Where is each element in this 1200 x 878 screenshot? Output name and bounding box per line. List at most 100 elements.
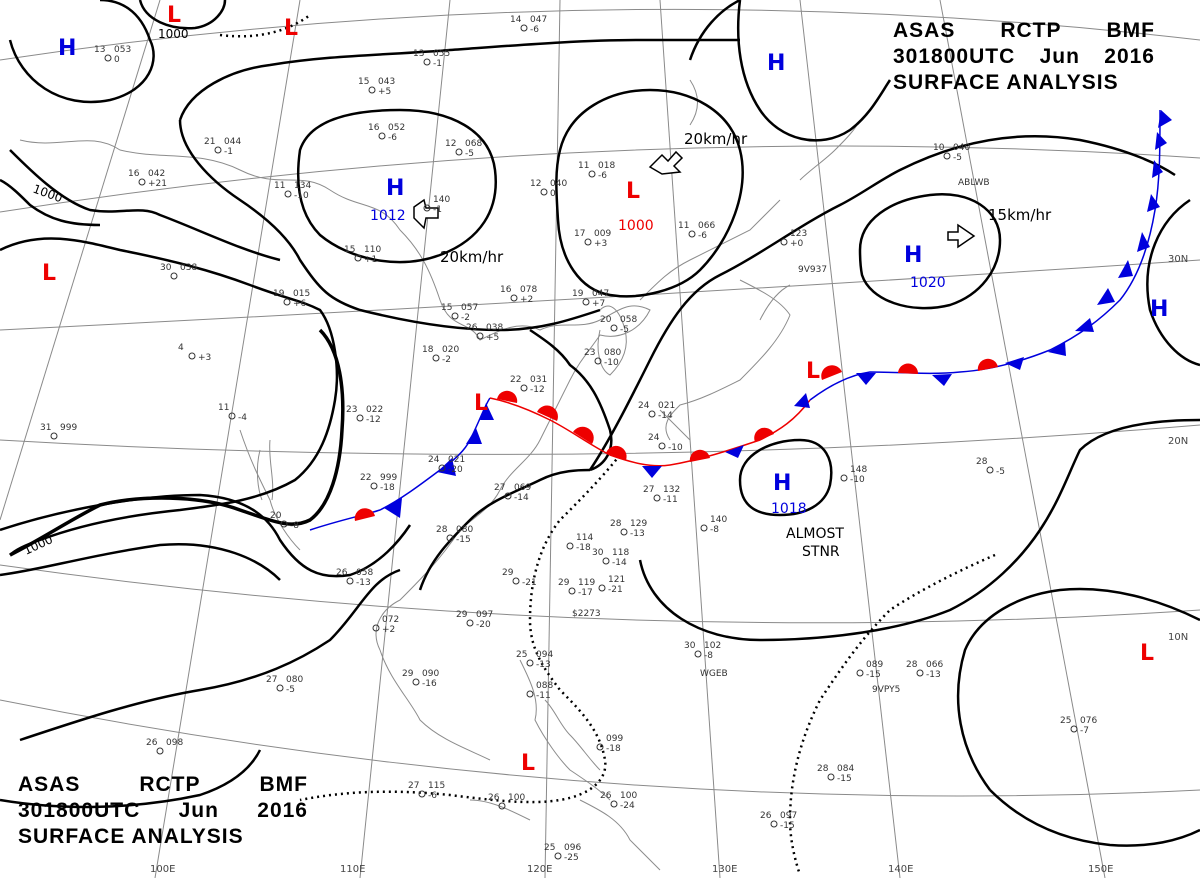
station-bot-value: 132 [663,485,680,495]
station-circle [610,324,618,332]
station-bot-value: 148 [850,465,867,475]
station-top-value: 24 [648,433,660,443]
station-plot: 26 058-13 [336,568,373,588]
station-bot-value: 018 [598,161,615,171]
station-top-value: 26 [760,811,772,821]
station-bot-value: 099 [606,734,623,744]
station-circle [455,148,463,156]
station-circle [610,800,618,808]
station-bot-value: 053 [114,45,131,55]
station-circle [916,669,924,677]
station-low-value: -2 [461,313,470,323]
low-center-value: 1000 [618,218,654,234]
station-bot-value: 080 [286,675,303,685]
station-plot: 30 102-8 [684,641,721,661]
coastlines [19,79,861,871]
station-circle [520,384,528,392]
station-low-value: -18 [380,483,395,493]
station-circle [540,188,548,196]
station-plot: 26 098 [146,738,183,755]
high-center: H [1150,297,1168,322]
station-low-value: +2 [382,625,395,635]
station-circle [780,238,788,246]
station-low-value: -12 [366,415,381,425]
header-year: 2016 [1104,45,1155,68]
station-circle [648,410,656,418]
station-low-value: -18 [576,543,591,553]
station-plot: 27 132-11 [643,485,680,505]
station-low-value: -15 [456,535,471,545]
station-circle [354,254,362,262]
ship-id: WGEB [700,669,728,679]
station-top-value: 13 [413,49,424,59]
station-plot: 14 047-6 [510,15,547,35]
station-top-value: 30 [592,548,604,558]
lat-label: 30N [1168,254,1188,265]
header-title: SURFACE ANALYSIS [18,825,244,848]
station-low-value: -14 [612,558,627,568]
header-bottom-left: ASAS RCTP BMF 301800UTC Jun 2016 SURFACE… [18,772,308,850]
station-circle [986,466,994,474]
station-low-value: -25 [564,853,579,863]
station-plot: 26 097-15 [760,811,797,831]
station-circle [423,58,431,66]
station-circle [50,432,58,440]
station-top-value: 17 [574,229,585,239]
station-plot: 20 058-5 [600,315,637,335]
station-low-value: -16 [422,679,437,689]
station-plot: 28 066-13 [906,660,943,680]
station-low-value: -8 [710,525,719,535]
header-month: Jun [178,799,219,822]
station-low-value: -24 [620,801,635,811]
station-low-value: -13 [536,660,551,670]
ship-id: $2273 [572,609,601,619]
station-low-value: -1 [433,59,442,69]
station-top-value: 24 [638,401,650,411]
station-circle [418,790,426,798]
station-low-value: -12 [530,385,545,395]
header-station: RCTP [1000,19,1062,42]
station-bot-value: 055 [433,49,450,59]
low-center: L [167,3,181,28]
header-time: 301800UTC [893,45,1016,68]
station-circle [138,178,146,186]
station-bot-value: 089 [866,660,883,670]
station-circle [1070,725,1078,733]
station-low-value: -8 [704,651,713,661]
station-low-value: -14 [658,411,673,421]
map-labels: 1000 1000 20km/hr 20km/hr 15km/hr ALMOST… [21,130,1052,560]
motion-arrow-1000 [648,150,684,175]
station-plot: 11 066-6 [678,221,715,241]
station-plot: 25 076-7 [1060,716,1097,736]
station-low-value: -18 [606,744,621,754]
station-top-value: 25 [544,843,555,853]
station-plot: 099-18 [596,734,623,754]
station-plot: 22 999-18 [360,473,397,493]
station-circle [582,298,590,306]
station-top-value: 31 [40,423,51,433]
station-top-value: 27 [643,485,654,495]
station-circle [368,86,376,94]
station-bot-value: 021 [658,401,675,411]
station-bot-value: 031 [530,375,547,385]
station-circle [412,678,420,686]
station-bot-value: 134 [294,181,311,191]
station-circle [276,684,284,692]
high-center-value: 1018 [771,501,807,517]
station-plot: 123+0 [780,229,807,249]
station-top-value: 11 [678,221,689,231]
station-top-value: 21 [204,137,215,147]
station-bot-value: 078 [520,285,537,295]
station-low-value: -10 [604,358,619,368]
station-low-value: -6 [388,133,397,143]
station-plot: 22 031-12 [510,375,547,395]
station-bot-value: 118 [612,548,629,558]
station-bot-value: 110 [364,245,381,255]
station-circle [596,743,604,751]
station-bot-value: 076 [1080,716,1097,726]
station-low-value: 0 [550,189,556,199]
station-low-value: 0 [114,55,120,65]
station-plot: 13 055-1 [413,49,450,69]
